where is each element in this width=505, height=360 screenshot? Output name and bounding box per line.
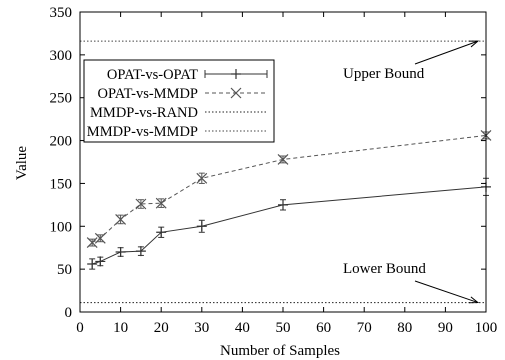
- x-tick-label: 30: [194, 320, 209, 336]
- annotation-arrowhead: [468, 296, 480, 304]
- series-lines: [80, 40, 487, 304]
- data-point: [115, 247, 126, 257]
- legend-label: MMDP-vs-MMDP: [87, 124, 198, 140]
- data-point: [135, 198, 147, 210]
- data-point: [196, 172, 208, 184]
- annotation-label: Upper Bound: [343, 66, 425, 82]
- y-tick-label: 200: [50, 134, 73, 150]
- annotation-label: Lower Bound: [343, 261, 426, 277]
- y-tick-label: 150: [50, 176, 73, 192]
- legend-swatch-marker: [230, 87, 242, 99]
- data-point: [278, 199, 288, 210]
- x-tick-label: 10: [113, 320, 128, 336]
- annotation-arrow: [414, 40, 479, 65]
- x-tick-label: 0: [76, 320, 84, 336]
- annotation-arrowhead: [468, 40, 480, 48]
- legend-label: OPAT-vs-MMDP: [98, 86, 198, 102]
- y-tick-label: 250: [50, 91, 73, 107]
- data-point: [277, 154, 289, 165]
- y-tick-label: 100: [50, 219, 73, 235]
- data-point: [196, 221, 207, 232]
- data-point: [95, 256, 106, 267]
- x-tick-label: 60: [316, 320, 331, 336]
- data-point: [115, 214, 127, 225]
- legend-box: [83, 59, 275, 143]
- y-tick-label: 350: [50, 5, 73, 21]
- axis-ticks: 0 10 20 30 40 50 60 70 80 90 100 0 50 100 150 200 250 300…: [50, 5, 498, 336]
- x-tick-label: 70: [357, 320, 372, 336]
- x-tick-label: 80: [397, 320, 412, 336]
- data-point: [94, 232, 106, 244]
- x-tick-label: 50: [276, 320, 291, 336]
- annotation-arrow: [414, 280, 479, 304]
- x-tick-label: 100: [475, 320, 498, 336]
- legend: OPAT-vs-OPAT OPAT-vs-MMDP MMDP-vs-RAND MMDP…: [83, 59, 275, 143]
- legend-swatch-marker: [231, 69, 241, 79]
- legend-label: OPAT-vs-OPAT: [107, 67, 198, 83]
- x-tick-label: 20: [154, 320, 169, 336]
- series-line-opat-vs-mmdp: [91, 134, 487, 244]
- y-tick-label: 0: [65, 305, 73, 321]
- annotations: Upper Bound Lower Bound: [343, 40, 480, 304]
- x-tick-label: 40: [235, 320, 250, 336]
- legend-label: MMDP-vs-RAND: [90, 105, 198, 121]
- y-axis-title: Value: [14, 146, 30, 180]
- x-tick-label: 90: [438, 320, 453, 336]
- series-line-opat-vs-opat: [92, 186, 487, 265]
- data-point: [86, 237, 98, 248]
- y-tick-label: 300: [50, 48, 73, 64]
- data-point: [135, 246, 146, 257]
- series-markers: [86, 130, 492, 270]
- data-point: [156, 227, 167, 238]
- y-tick-label: 50: [57, 262, 72, 278]
- x-axis-title: Number of Samples: [220, 343, 340, 359]
- data-point: [155, 197, 167, 209]
- data-point: [87, 259, 98, 269]
